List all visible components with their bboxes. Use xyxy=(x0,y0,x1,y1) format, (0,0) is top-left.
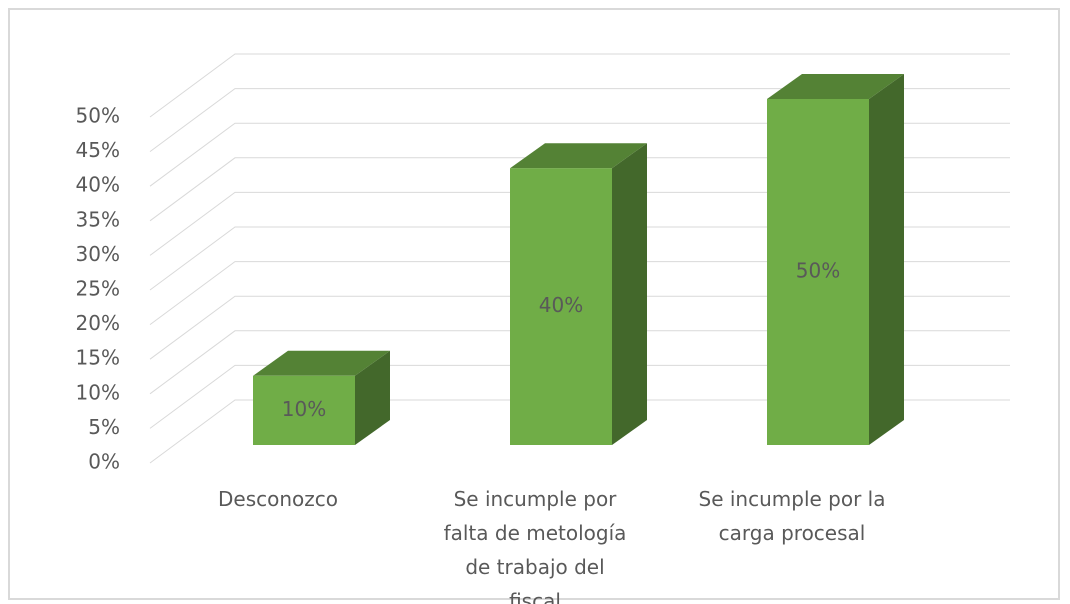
x-tick-label: Se incumple por falta de metología de trab… xyxy=(444,487,627,604)
bar-top xyxy=(510,143,647,169)
x-tick-label: Se incumple por la carga procesal xyxy=(699,487,886,545)
grid-line xyxy=(149,399,1010,464)
grid-line xyxy=(149,364,1010,429)
data-label: 10% xyxy=(282,397,326,421)
bar-top xyxy=(767,74,904,99)
y-tick-label: 35% xyxy=(76,207,120,231)
data-label: 50% xyxy=(796,259,840,283)
grid-line xyxy=(149,88,1010,153)
y-tick-label: 45% xyxy=(76,138,120,162)
y-tick-label: 20% xyxy=(76,311,120,335)
grid-line xyxy=(149,295,1010,360)
bar-side xyxy=(355,350,390,445)
grid-line xyxy=(149,226,1010,291)
data-label: 40% xyxy=(539,293,583,317)
y-tick-label: 25% xyxy=(76,277,120,301)
y-tick-label: 10% xyxy=(76,380,120,404)
grid-line xyxy=(149,53,1010,118)
y-tick-label: 50% xyxy=(76,104,120,128)
y-tick-label: 5% xyxy=(88,415,120,439)
y-tick-label: 15% xyxy=(76,346,120,370)
bar xyxy=(253,375,355,445)
bar xyxy=(767,99,869,445)
x-tick-label: Desconozco xyxy=(218,487,338,511)
y-tick-label: 30% xyxy=(76,242,120,266)
bar-side xyxy=(869,74,904,445)
bar xyxy=(510,168,612,445)
grid-line xyxy=(149,157,1010,222)
y-tick-label: 0% xyxy=(88,450,120,474)
grid-line xyxy=(149,122,1010,187)
bar-side xyxy=(612,143,647,445)
grid-line xyxy=(149,330,1010,395)
grid-line xyxy=(149,191,1010,256)
grid-line xyxy=(149,261,1010,326)
bar-top xyxy=(253,350,390,376)
y-tick-label: 40% xyxy=(76,173,120,197)
